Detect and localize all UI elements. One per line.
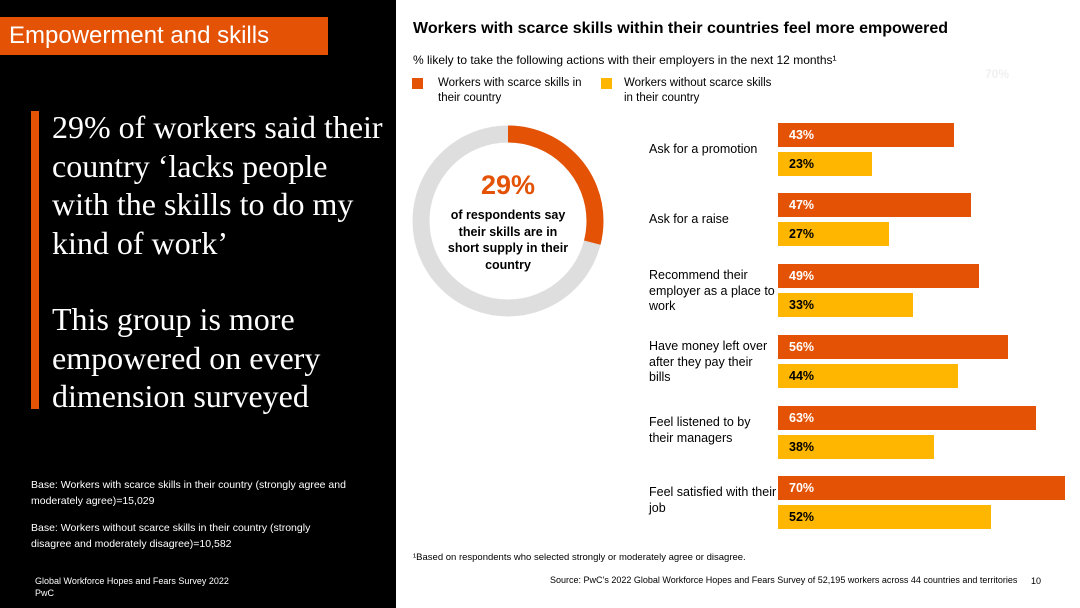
- chart-title: Workers with scarce skills within their …: [413, 20, 948, 37]
- category-label-promotion: Ask for a promotion: [649, 142, 758, 156]
- category-label-listened: Feel listened to by their managers: [649, 415, 751, 445]
- footer-survey-name: Global Workforce Hopes and Fears Survey …: [35, 576, 229, 586]
- source-note: Source: PwC’s 2022 Global Workforce Hope…: [550, 575, 1018, 585]
- bar-value-label: 38%: [789, 440, 815, 454]
- donut-value-arc: [412, 125, 604, 317]
- bar-scarce-raise: 47%: [778, 193, 971, 217]
- page-number: 10: [1031, 576, 1042, 586]
- bar-not-scarce-promotion: 23%: [778, 152, 872, 176]
- bar-value-label: 70%: [789, 481, 815, 495]
- bar-not-scarce-money-left: 44%: [778, 364, 958, 388]
- bar-scarce-promotion: 43%: [778, 123, 954, 147]
- bar-scarce-money-left: 56%: [778, 335, 1008, 359]
- bar-value-label: 44%: [789, 369, 815, 383]
- bar-scarce-recommend: 49%: [778, 264, 979, 288]
- bar-value-label: 63%: [789, 411, 815, 425]
- bar-value-label: 47%: [789, 198, 815, 212]
- bar-not-scarce-satisfied: 52%: [778, 505, 991, 529]
- legend-swatch-scarce: [412, 78, 423, 89]
- bar-scarce-listened: 63%: [778, 406, 1036, 430]
- category-label-satisfied: Feel satisfied with their job: [649, 485, 777, 515]
- bar-value-label: 33%: [789, 298, 815, 312]
- left-panel: Empowerment and skills 29% of workers sa…: [0, 0, 396, 608]
- bar-value-label: 27%: [789, 227, 815, 241]
- donut-percent: 29%: [480, 170, 536, 200]
- headline-statement: 29% of workers said their country ‘lacks…: [52, 109, 383, 261]
- category-label-recommend: Recommend their employer as a place to w…: [649, 268, 775, 313]
- bar-not-scarce-raise: 27%: [778, 222, 889, 246]
- base-note-not-scarce: Base: Workers without scarce skills in t…: [31, 522, 311, 550]
- bar-value-label: 49%: [789, 269, 815, 283]
- footnote: ¹Based on respondents who selected stron…: [413, 552, 746, 563]
- bar-not-scarce-listened: 38%: [778, 435, 934, 459]
- legend-label-scarce: Workers with scarce skills in their coun…: [438, 77, 582, 104]
- footer-brand: PwC: [35, 588, 55, 598]
- base-note-scarce: Base: Workers with scarce skills in thei…: [31, 479, 346, 507]
- bar-value-label: 56%: [789, 340, 815, 354]
- footer-survey: Global Workforce Hopes and Fears Survey …: [35, 575, 229, 599]
- chart-subtitle: % likely to take the following actions w…: [413, 53, 837, 67]
- headline: 29% of workers said their country ‘lacks…: [52, 108, 392, 416]
- donut-chart: [412, 125, 604, 317]
- donut-caption: of respondents say their skills are in s…: [447, 208, 569, 272]
- category-label-money-left: Have money left over after they pay thei…: [649, 339, 768, 384]
- accent-bar: [31, 111, 39, 409]
- bar-value-label: 52%: [789, 510, 815, 524]
- bar-scarce-satisfied: 70%: [778, 476, 1065, 500]
- bar-value-label: 23%: [789, 157, 815, 171]
- headline-conclusion: This group is more empowered on every di…: [52, 301, 321, 414]
- category-label-raise: Ask for a raise: [649, 212, 729, 226]
- bar-not-scarce-recommend: 33%: [778, 293, 913, 317]
- legend-swatch-not-scarce: [601, 78, 612, 89]
- ghost-label: 70%: [985, 67, 1010, 81]
- bar-value-label: 43%: [789, 128, 815, 142]
- section-title: Empowerment and skills: [0, 17, 328, 55]
- legend-label-not-scarce: Workers without scarce skills in their c…: [624, 77, 772, 104]
